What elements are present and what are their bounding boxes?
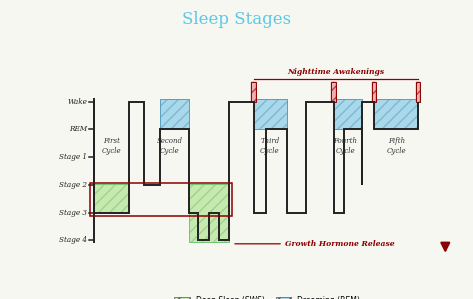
Bar [374, 100, 418, 129]
Bar [374, 100, 418, 129]
Text: Third
Cycle: Third Cycle [260, 138, 280, 155]
Bar [372, 82, 377, 102]
Text: Stage 4: Stage 4 [59, 237, 87, 245]
Text: Second
Cycle: Second Cycle [157, 138, 183, 155]
Legend: Deep Sleep (SWS), Dreaming (REM): Deep Sleep (SWS), Dreaming (REM) [171, 293, 363, 299]
Bar [416, 82, 420, 102]
Bar [189, 184, 229, 242]
Text: Fifth
Cycle: Fifth Cycle [387, 138, 406, 155]
Bar [90, 183, 232, 216]
Text: Sleep Stages: Sleep Stages [182, 11, 291, 28]
Text: First
Cycle: First Cycle [102, 138, 121, 155]
Bar [254, 100, 287, 129]
Text: Nighttime Awakenings: Nighttime Awakenings [288, 68, 385, 76]
Bar [189, 184, 229, 242]
Text: Stage 2: Stage 2 [59, 181, 87, 189]
Bar [94, 184, 129, 213]
Bar [160, 100, 189, 129]
Bar [94, 184, 129, 213]
Bar [252, 82, 256, 102]
Text: Stage 1: Stage 1 [59, 153, 87, 161]
Bar [254, 100, 287, 129]
Bar [252, 82, 256, 102]
Text: Fourth
Cycle: Fourth Cycle [333, 138, 357, 155]
Bar [372, 82, 377, 102]
Bar [416, 82, 420, 102]
Bar [331, 82, 336, 102]
Text: Wake: Wake [67, 98, 87, 106]
Text: Growth Hormone Release: Growth Hormone Release [285, 240, 395, 248]
Bar [331, 82, 336, 102]
Bar [333, 100, 362, 129]
Text: Stage 3: Stage 3 [59, 209, 87, 217]
Bar [333, 100, 362, 129]
Bar [160, 100, 189, 129]
Text: REM: REM [69, 125, 87, 133]
